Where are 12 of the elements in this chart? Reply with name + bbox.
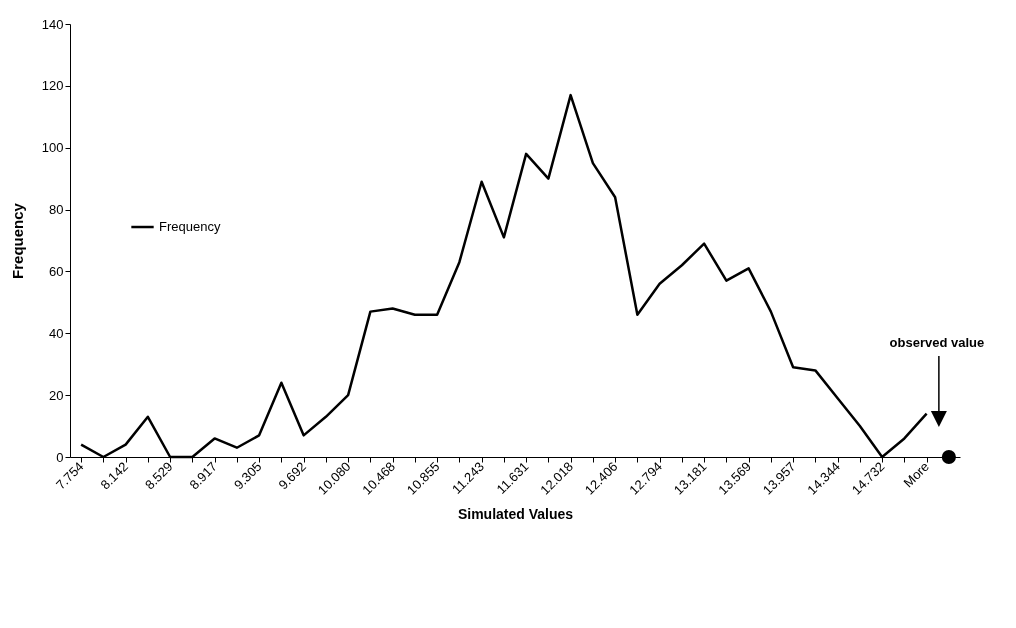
x-axis-title: Simulated Values	[457, 505, 574, 522]
y-tick-label: 140	[41, 16, 64, 32]
y-tick-label: 40	[49, 325, 64, 341]
y-tick-label: 100	[41, 140, 64, 156]
annotation: observed value	[889, 335, 985, 350]
y-tick-label: 0	[56, 449, 64, 465]
y-tick-label: 120	[41, 78, 64, 94]
y-axis-title: Frequency	[8, 202, 26, 279]
y-tick-label: 20	[49, 387, 64, 403]
y-tick-label: 60	[49, 263, 64, 279]
y-tick-label: 80	[49, 202, 64, 218]
legend-label: Frequency	[159, 219, 221, 235]
